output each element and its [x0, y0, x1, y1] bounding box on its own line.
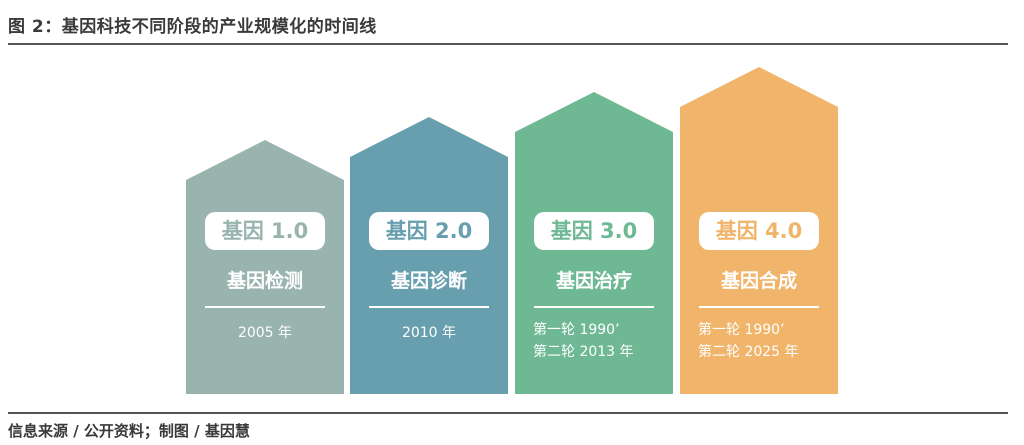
- stage-4-house: 基因 4.0 基因合成 第一轮 1990’ 第二轮 2025 年: [680, 67, 838, 394]
- stage-1-divider: [205, 306, 325, 308]
- stage-3-house: 基因 3.0 基因治疗 第一轮 1990’ 第二轮 2013 年: [515, 92, 673, 394]
- stage-4-round-2: 第二轮 2025 年: [698, 344, 799, 360]
- stage-1-badge: 基因 1.0: [205, 212, 325, 250]
- stage-2-date: 2010 年: [401, 325, 457, 341]
- stage-3-round-2: 第二轮 2013 年: [533, 344, 634, 360]
- stage-2-house: 基因 2.0 基因诊断 2010 年: [350, 117, 508, 394]
- stage-3-name: 基因治疗: [555, 270, 632, 292]
- stage-2-shape: [350, 117, 508, 394]
- stage-3-badge: 基因 3.0: [534, 212, 654, 250]
- stage-2-divider: [369, 306, 489, 308]
- top-rule: [8, 43, 1008, 45]
- stage-1-shape: [186, 140, 344, 394]
- source-note: 信息来源 / 公开资料；制图 / 基因慧: [8, 422, 250, 440]
- stage-2-name: 基因诊断: [390, 270, 467, 292]
- bottom-rule: [8, 412, 1008, 414]
- stage-1-date: 2005 年: [237, 325, 293, 341]
- stage-4-badge: 基因 4.0: [699, 212, 819, 250]
- stage-3-round-1: 第一轮 1990’: [533, 322, 620, 338]
- stage-1-name: 基因检测: [226, 270, 303, 292]
- stage-4-round-1: 第一轮 1990’: [698, 322, 785, 338]
- stage-1-house: 基因 1.0 基因检测 2005 年: [186, 140, 344, 394]
- stage-3-divider: [534, 306, 654, 308]
- stage-2-badge: 基因 2.0: [369, 212, 489, 250]
- figure-title: 图 2：基因科技不同阶段的产业规模化的时间线: [8, 17, 377, 37]
- stage-4-name: 基因合成: [720, 270, 797, 292]
- stage-4-divider: [699, 306, 819, 308]
